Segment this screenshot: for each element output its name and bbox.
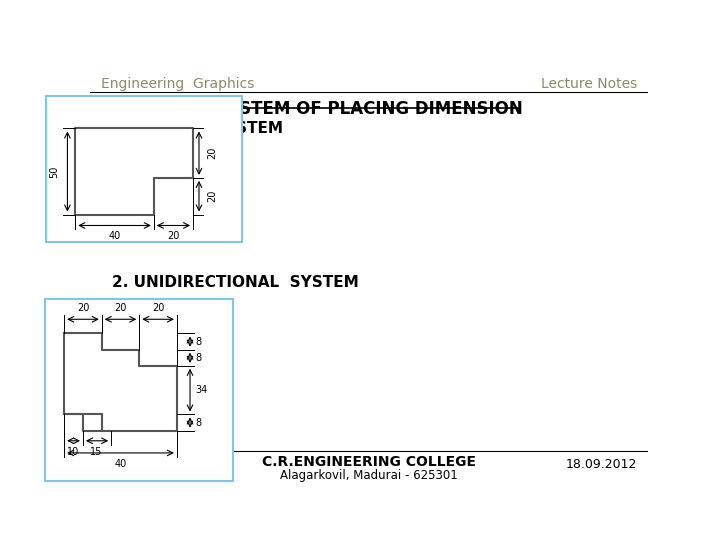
Text: 20: 20 — [207, 147, 217, 159]
Text: SYSTEM OF PLACING DIMENSION: SYSTEM OF PLACING DIMENSION — [215, 100, 523, 118]
Text: 20: 20 — [114, 303, 127, 313]
Text: 20: 20 — [77, 303, 89, 313]
Text: 20: 20 — [152, 303, 164, 313]
Text: 2. UNIDIRECTIONAL  SYSTEM: 2. UNIDIRECTIONAL SYSTEM — [112, 275, 359, 290]
Text: 15: 15 — [90, 447, 102, 457]
Text: 34: 34 — [196, 385, 208, 395]
Bar — [46, 96, 242, 242]
Text: 8: 8 — [196, 353, 202, 363]
Text: 50: 50 — [50, 165, 60, 178]
Text: Engineering  Graphics: Engineering Graphics — [101, 77, 255, 91]
Text: 20: 20 — [207, 190, 217, 202]
Text: 18.09.2012: 18.09.2012 — [565, 458, 637, 471]
Text: 8: 8 — [196, 417, 202, 428]
Text: 40: 40 — [114, 459, 127, 469]
Text: Lecture Notes: Lecture Notes — [541, 77, 637, 91]
Text: 8: 8 — [196, 336, 202, 347]
Text: Alagarkovil, Madurai - 625301: Alagarkovil, Madurai - 625301 — [280, 469, 458, 482]
Bar — [45, 299, 233, 481]
Text: 20: 20 — [167, 231, 180, 241]
Text: 10: 10 — [68, 447, 80, 457]
Text: C.R.ENGINEERING COLLEGE: C.R.ENGINEERING COLLEGE — [262, 455, 476, 469]
Text: I - SEMESTER: I - SEMESTER — [101, 458, 184, 471]
Text: 40: 40 — [109, 231, 121, 241]
Text: 1. ALIGNED SYSTEM: 1. ALIGNED SYSTEM — [112, 121, 284, 136]
